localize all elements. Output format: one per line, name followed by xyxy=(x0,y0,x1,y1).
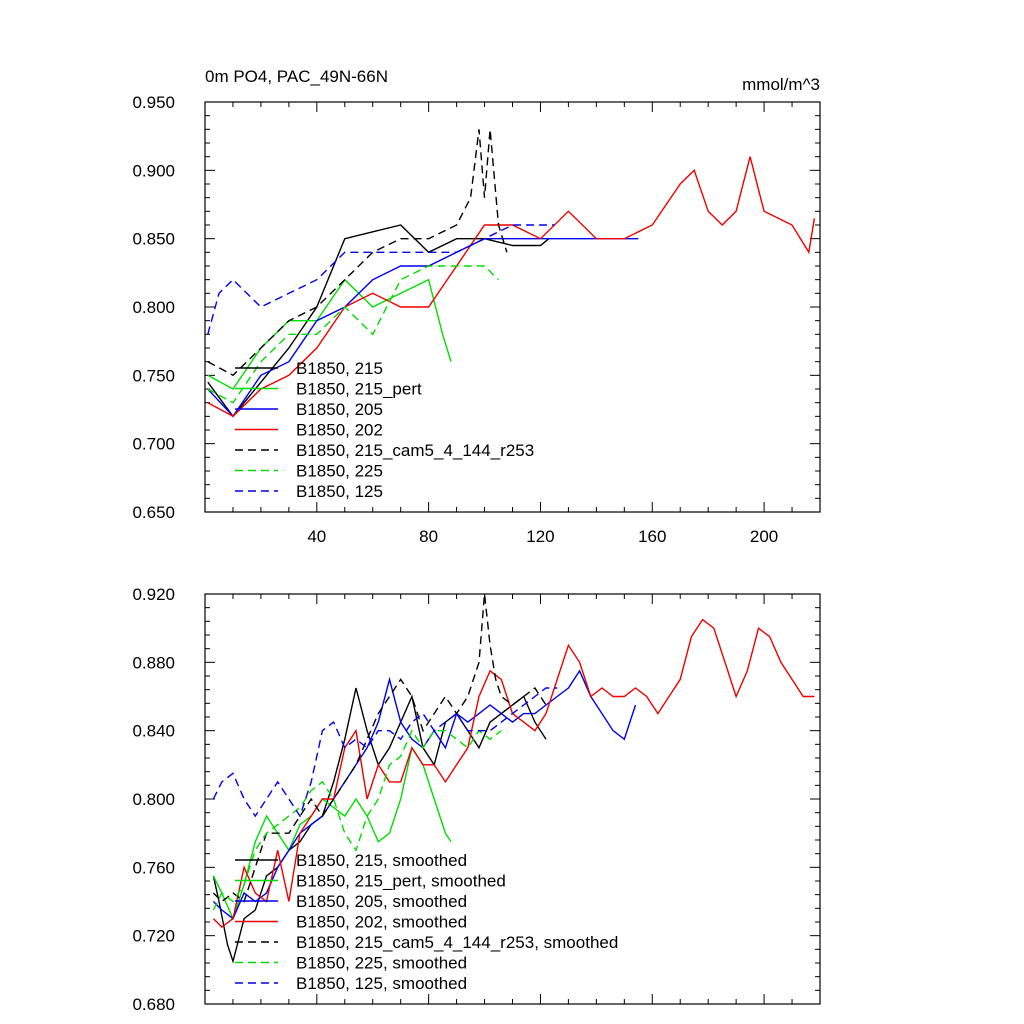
legend-label: B1850, 205 xyxy=(296,400,383,419)
plot-frame xyxy=(204,593,821,1005)
y-tick-label: 0.720 xyxy=(132,927,175,946)
chart-title: 0m PO4, PAC_49N-66N xyxy=(205,67,388,86)
series-line xyxy=(212,593,547,903)
y-tick-label: 0.850 xyxy=(132,230,175,249)
y-tick-label: 0.900 xyxy=(132,161,175,180)
y-tick-label: 0.880 xyxy=(132,653,175,672)
series-line xyxy=(207,224,550,418)
y-tick-label: 0.800 xyxy=(132,790,175,809)
legend-label: B1850, 125 xyxy=(296,482,383,501)
legend-label: B1850, 215_pert, smoothed xyxy=(296,872,506,891)
legend-label: B1850, 215_cam5_4_144_r253 xyxy=(296,441,534,460)
y-tick-label: 0.650 xyxy=(132,503,175,522)
legend-label: B1850, 225, smoothed xyxy=(296,954,467,973)
legend-label: B1850, 215, smoothed xyxy=(296,851,467,870)
plot-frame xyxy=(204,101,821,513)
legend-label: B1850, 215_cam5_4_144_r253, smoothed xyxy=(296,933,618,952)
series-line xyxy=(207,156,816,418)
series-line xyxy=(212,729,502,911)
x-tick-label: 200 xyxy=(750,527,778,546)
series-line xyxy=(212,687,547,964)
y-tick-label: 0.840 xyxy=(132,722,175,741)
series-line xyxy=(207,129,508,377)
legend-label: B1850, 225 xyxy=(296,462,383,481)
y-tick-label: 0.920 xyxy=(132,585,175,604)
legend: B1850, 215, smoothed B1850, 215_pert, smo… xyxy=(235,851,618,993)
top-panel: 0m PO4, PAC_49N-66N mmol/m^3 40 80 120 160 2… xyxy=(132,67,821,546)
y-tick-label: 0.700 xyxy=(132,435,175,454)
legend-label: B1850, 125, smoothed xyxy=(296,974,467,993)
series-line xyxy=(207,237,639,418)
y-tick-label: 0.800 xyxy=(132,298,175,317)
x-tick-label: 120 xyxy=(526,527,554,546)
x-tick-label: 80 xyxy=(419,527,438,546)
y-tick-label: 0.750 xyxy=(132,366,175,385)
series-line xyxy=(212,687,558,818)
legend-label: B1850, 202 xyxy=(296,421,383,440)
bottom-panel: 0.680 0.720 0.760 0.800 0.840 0.880 0.920 B185… xyxy=(132,585,821,1014)
units-label: mmol/m^3 xyxy=(742,75,820,94)
legend-label: B1850, 205, smoothed xyxy=(296,892,467,911)
x-tick-label: 40 xyxy=(307,527,326,546)
y-tick-label: 0.760 xyxy=(132,858,175,877)
legend-label: B1850, 215 xyxy=(296,359,383,378)
x-tick-label: 160 xyxy=(638,527,666,546)
legend-label: B1850, 202, smoothed xyxy=(296,913,467,932)
series-line xyxy=(207,224,555,335)
y-tick-label: 0.950 xyxy=(132,93,175,112)
legend-label: B1850, 215_pert xyxy=(296,380,422,399)
y-tick-label: 0.680 xyxy=(132,995,175,1014)
